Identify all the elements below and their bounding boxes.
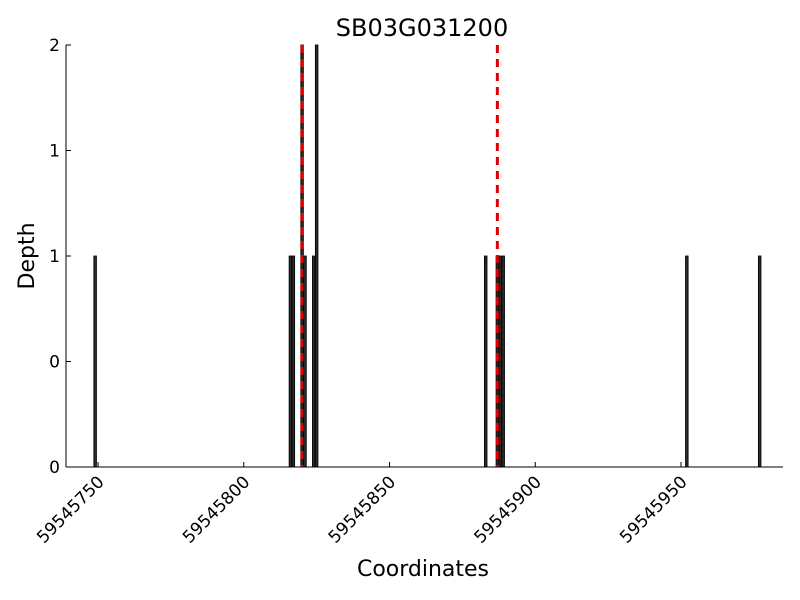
x-tick-label-0: 59545750: [33, 472, 108, 547]
y-axis-ticks: 0 0 1 1 2: [49, 36, 71, 478]
bar-2: [291, 255, 296, 468]
y-tick-label-4: 2: [49, 36, 60, 56]
x-axis-ticks: 59545750 59545800 59545850 59545900 59545950: [33, 462, 692, 548]
bar-12: [757, 255, 762, 468]
y-tick-label-0: 0: [49, 458, 60, 478]
x-tick-label-3: 59545900: [470, 472, 545, 547]
bar-7: [483, 255, 488, 468]
y-tick-label-1: 0: [49, 353, 60, 373]
y-tick-label-3: 1: [49, 142, 60, 162]
x-tick-label-4: 59545950: [616, 472, 691, 547]
markers-layer: [300, 45, 499, 467]
bar-11: [685, 255, 689, 468]
bar-9: [498, 255, 502, 468]
x-axis-label: Coordinates: [357, 557, 489, 582]
x-tick-label-1: 59545800: [179, 472, 254, 547]
bars-layer: [93, 44, 762, 468]
bar-4: [303, 255, 307, 468]
y-tick-label-2: 1: [49, 247, 60, 267]
bar-10: [501, 255, 505, 468]
y-axis-label: Depth: [15, 222, 40, 289]
chart-title: SB03G031200: [336, 14, 508, 42]
bar-1: [288, 255, 293, 468]
bar-6: [314, 44, 319, 468]
bar-0: [93, 255, 97, 468]
bar-5: [312, 255, 316, 468]
x-tick-label-2: 59545850: [325, 472, 400, 547]
